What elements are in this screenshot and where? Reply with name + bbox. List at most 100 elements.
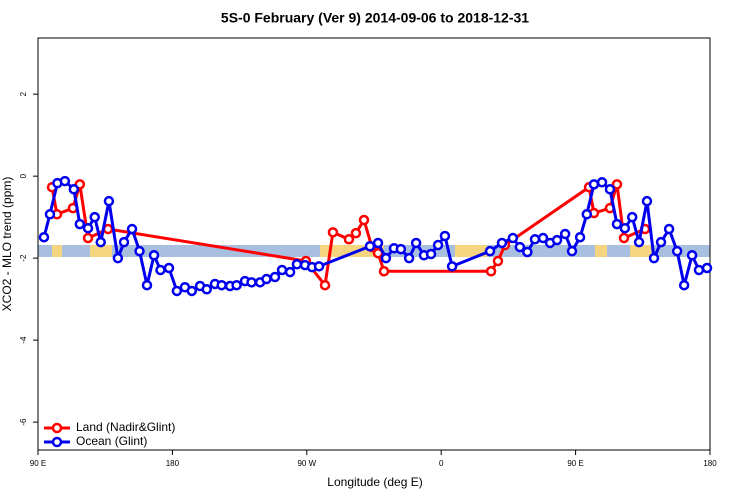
point	[89, 211, 100, 223]
point	[364, 241, 376, 252]
point	[671, 245, 683, 257]
y-tick-label: -2	[19, 254, 28, 262]
point	[485, 266, 497, 277]
point	[380, 252, 392, 264]
point	[537, 232, 549, 244]
point	[148, 250, 160, 261]
point	[655, 236, 667, 248]
x-tick-label: 90 E	[567, 459, 583, 468]
point	[496, 237, 508, 249]
point	[604, 184, 616, 195]
point	[82, 232, 94, 244]
point	[112, 252, 124, 264]
land-band	[90, 245, 112, 257]
legend-marker	[51, 436, 63, 448]
x-tick-label: 0	[439, 459, 444, 468]
point	[663, 223, 675, 235]
y-tick-label: -4	[19, 336, 28, 344]
point	[551, 234, 563, 246]
point	[59, 175, 71, 187]
point	[529, 234, 541, 245]
point	[581, 209, 593, 220]
point	[514, 241, 526, 253]
point	[522, 246, 533, 258]
point	[611, 218, 623, 230]
point	[641, 195, 653, 207]
point	[163, 262, 175, 274]
point	[269, 271, 281, 283]
point	[201, 284, 212, 295]
point	[446, 261, 458, 272]
point	[559, 228, 571, 240]
point	[701, 262, 713, 274]
point	[633, 236, 645, 248]
x-tick-label: 180	[703, 459, 717, 468]
point	[246, 277, 257, 288]
point	[439, 230, 451, 242]
land-band	[52, 245, 62, 257]
point	[350, 227, 362, 239]
point	[619, 222, 631, 234]
point	[626, 211, 638, 223]
point	[484, 245, 496, 257]
point	[588, 179, 600, 190]
point	[372, 237, 384, 249]
point	[141, 279, 153, 291]
point	[395, 243, 407, 255]
point	[432, 239, 444, 251]
point	[319, 279, 331, 291]
y-tick-label: -6	[19, 418, 28, 426]
point	[507, 232, 519, 244]
point	[378, 266, 390, 277]
point	[261, 273, 272, 285]
point	[126, 223, 138, 235]
plot-frame	[37, 37, 711, 451]
point	[611, 179, 623, 190]
point	[38, 231, 50, 243]
point	[186, 285, 198, 297]
point	[574, 231, 586, 243]
point	[566, 245, 578, 257]
point	[118, 236, 130, 248]
point	[216, 279, 227, 291]
y-axis-label: XCO2 - MLO trend (ppm)	[0, 177, 14, 312]
point	[68, 184, 80, 195]
point	[425, 248, 437, 260]
point	[134, 245, 145, 257]
legend-marker	[51, 422, 63, 434]
x-tick-label: 180	[166, 459, 180, 468]
x-axis-label: Longitude (deg E)	[327, 475, 422, 489]
point	[95, 236, 106, 248]
point	[82, 222, 94, 234]
point	[648, 252, 660, 264]
point	[358, 214, 370, 226]
y-tick-label: 0	[19, 173, 28, 178]
point	[343, 234, 355, 245]
point	[693, 264, 705, 276]
point	[596, 177, 608, 188]
legend-label: Land (Nadir&Glint)	[76, 420, 175, 434]
land-band	[595, 245, 607, 257]
point	[74, 218, 86, 230]
point	[171, 285, 183, 297]
point	[327, 227, 339, 238]
point	[276, 264, 288, 276]
point	[618, 232, 630, 244]
legend-label: Ocean (Glint)	[76, 434, 147, 448]
x-tick-label: 90 E	[30, 459, 46, 468]
point	[284, 266, 296, 278]
point	[291, 259, 303, 270]
y-tick-label: 2	[19, 91, 28, 96]
point	[313, 261, 325, 272]
point	[103, 195, 115, 207]
point	[403, 252, 415, 264]
land-band	[630, 245, 652, 257]
point	[678, 279, 690, 291]
chart-title: 5S-0 February (Ver 9) 2014-09-06 to 2018…	[221, 10, 529, 26]
point	[492, 255, 504, 267]
point	[686, 250, 698, 261]
x-tick-label: 90 W	[297, 459, 316, 468]
point	[231, 279, 242, 291]
point	[44, 209, 56, 220]
